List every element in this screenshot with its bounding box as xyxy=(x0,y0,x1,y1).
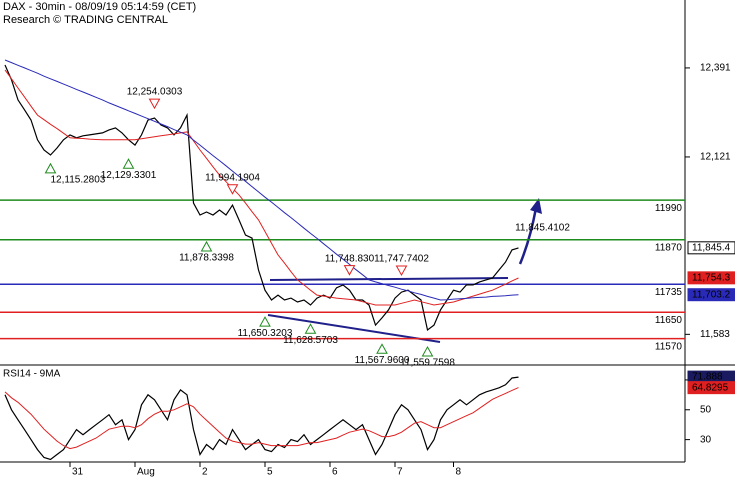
level-label: 11735 xyxy=(655,287,683,298)
price-tag xyxy=(687,288,735,302)
rsi-title: RSI14 - 9MA xyxy=(3,369,61,380)
projection-arrow xyxy=(518,207,538,265)
y-tick-label: 12,391 xyxy=(700,63,731,74)
x-tick-label: 31 xyxy=(72,467,84,478)
price-tag xyxy=(687,271,735,285)
price-tag-label: 11,845.4 xyxy=(692,242,731,253)
x-tick-label: 8 xyxy=(456,467,462,478)
pivot-high-marker xyxy=(148,98,161,110)
y-tick-label: 11,583 xyxy=(700,329,730,340)
price-tag-label: 11,754.3 xyxy=(692,272,731,283)
y-tick-label: 30 xyxy=(700,434,712,445)
x-tick-label: 2 xyxy=(202,467,208,478)
price-tag xyxy=(687,381,735,395)
series-line xyxy=(4,69,519,306)
pivot-high-marker xyxy=(395,265,408,277)
x-tick-label: 7 xyxy=(397,467,403,478)
series-line xyxy=(4,376,519,461)
x-tick-label: 6 xyxy=(332,467,338,478)
pivot-high-marker xyxy=(226,184,239,195)
chart-subtitle: Research © TRADING CENTRAL xyxy=(3,14,168,26)
level-label: 11870 xyxy=(655,242,683,253)
series-line xyxy=(4,387,519,450)
support-trendline xyxy=(267,314,441,343)
target-label: 11,845.4102 xyxy=(515,222,570,233)
x-tick-label: 5 xyxy=(267,467,273,478)
pivot-high-marker xyxy=(343,265,356,276)
pivot-low-marker xyxy=(122,158,135,169)
resistance-trendline xyxy=(269,277,509,281)
projection-arrowhead xyxy=(530,198,542,214)
pivot-label: 12,254.0303 xyxy=(127,87,183,98)
x-tick-label: Aug xyxy=(137,467,155,478)
pivot-low-marker xyxy=(44,162,57,174)
pivot-label: 11,748.830 xyxy=(325,253,375,264)
y-tick-label: 12,121 xyxy=(700,152,731,163)
y-tick-label: 50 xyxy=(700,404,712,415)
price-tag xyxy=(687,241,735,255)
pivot-label: 11,747.7402 xyxy=(374,254,429,265)
pivot-low-marker xyxy=(259,316,271,327)
pivot-low-marker xyxy=(200,240,213,252)
series-line xyxy=(4,59,519,301)
chart-title: DAX - 30min - 08/09/19 05:14:59 (CET) xyxy=(3,1,196,13)
series-line xyxy=(4,64,519,332)
pivot-label: 12,129.3301 xyxy=(101,170,157,181)
pivot-label: 11,628.5703 xyxy=(283,335,338,346)
pivot-label: 11,878.3398 xyxy=(179,253,234,264)
level-label: 11650 xyxy=(655,315,683,326)
level-label: 11990 xyxy=(655,203,683,214)
pivot-low-marker xyxy=(304,323,317,334)
pivot-label: 11,559.7598 xyxy=(400,358,455,369)
level-label: 11570 xyxy=(655,341,683,352)
pivot-label: 11,994.1904 xyxy=(205,172,260,183)
pivot-low-marker xyxy=(421,345,434,357)
pivot-label: 11,567.9600 xyxy=(355,355,410,366)
price-tag-label: 71.888 xyxy=(692,372,723,383)
pivot-low-marker xyxy=(376,343,388,354)
price-tag-label: 11,703.2 xyxy=(692,289,731,300)
pivot-label: 11,650.3203 xyxy=(238,328,293,339)
pivot-label: 12,115.2803 xyxy=(51,174,106,185)
price-tag-label: 64.8295 xyxy=(692,382,729,393)
